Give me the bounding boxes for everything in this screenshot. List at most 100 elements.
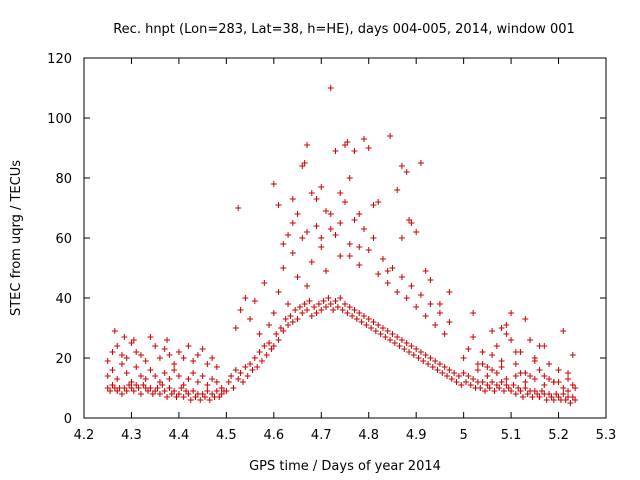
data-point [137, 391, 144, 397]
data-point [394, 187, 401, 193]
data-point [261, 280, 268, 286]
data-point [287, 313, 294, 319]
data-point [275, 337, 282, 343]
data-point [197, 397, 204, 403]
data-point [213, 388, 220, 394]
data-point [425, 361, 432, 367]
data-point [289, 196, 296, 202]
data-point [484, 373, 491, 379]
data-point [171, 388, 178, 394]
data-point [529, 394, 536, 400]
data-point [254, 364, 261, 370]
data-point [187, 397, 194, 403]
data-point [510, 382, 517, 388]
data-point [398, 163, 405, 169]
data-point [285, 232, 292, 238]
x-tick-label: 4.4 [169, 428, 190, 443]
data-point [239, 379, 246, 385]
data-point [213, 364, 220, 370]
data-point [344, 139, 351, 145]
data-point [496, 385, 503, 391]
data-point [180, 394, 187, 400]
data-point [446, 289, 453, 295]
data-point [543, 397, 550, 403]
data-point [202, 394, 209, 400]
data-point [389, 265, 396, 271]
data-point [363, 322, 370, 328]
data-point [465, 373, 472, 379]
data-point [522, 316, 529, 322]
data-point [372, 328, 379, 334]
data-point [356, 211, 363, 217]
x-tick-label: 4.3 [121, 428, 142, 443]
data-point [417, 292, 424, 298]
data-point [541, 343, 548, 349]
data-point [228, 373, 235, 379]
data-point [318, 184, 325, 190]
data-point [470, 310, 477, 316]
data-point [441, 364, 448, 370]
data-point [280, 241, 287, 247]
data-point [270, 343, 277, 349]
data-point [434, 367, 441, 373]
data-point [114, 343, 121, 349]
data-point [360, 313, 367, 319]
data-point [346, 175, 353, 181]
data-point [244, 373, 251, 379]
data-point [403, 340, 410, 346]
data-point [503, 376, 510, 382]
data-point [294, 274, 301, 280]
data-point [365, 145, 372, 151]
data-point [342, 199, 348, 205]
data-point [104, 373, 111, 379]
data-point [185, 391, 192, 397]
x-tick-label: 4.9 [406, 428, 427, 443]
data-point [266, 322, 273, 328]
data-point [489, 352, 496, 358]
data-point [301, 301, 308, 307]
data-point [323, 304, 330, 310]
data-point [280, 328, 287, 334]
data-point [242, 364, 249, 370]
data-point [427, 355, 434, 361]
data-point [194, 379, 201, 385]
data-point [282, 316, 289, 322]
data-point [304, 229, 311, 235]
y-tick-label: 0 [64, 412, 72, 427]
data-point [166, 385, 173, 391]
y-tick-label: 60 [55, 232, 72, 247]
data-point [503, 322, 510, 328]
data-point [294, 316, 301, 322]
data-point [164, 337, 171, 343]
data-point [512, 373, 519, 379]
plot-frame [83, 57, 607, 419]
data-point [304, 307, 311, 313]
data-point [503, 331, 510, 337]
data-point [351, 148, 358, 154]
data-point [370, 235, 377, 241]
data-point [560, 328, 567, 334]
data-point [422, 268, 429, 274]
data-point [161, 388, 168, 394]
data-point [185, 343, 192, 349]
data-point [339, 307, 346, 313]
data-point [375, 199, 382, 205]
data-point [365, 247, 372, 253]
data-point [209, 376, 216, 382]
data-point [512, 349, 519, 355]
data-point [337, 295, 344, 301]
x-tick-label: 4.6 [263, 428, 284, 443]
data-point [318, 244, 325, 250]
data-point [560, 391, 567, 397]
data-point [225, 379, 232, 385]
y-axis-label: STEC from uqrg / TECUs [9, 160, 24, 316]
data-point [137, 352, 144, 358]
data-point [493, 370, 500, 376]
data-point [204, 361, 211, 367]
data-point [296, 304, 303, 310]
data-point [318, 307, 325, 313]
data-point [249, 367, 256, 373]
data-point [337, 220, 344, 226]
data-point [522, 385, 529, 391]
data-point [365, 316, 372, 322]
